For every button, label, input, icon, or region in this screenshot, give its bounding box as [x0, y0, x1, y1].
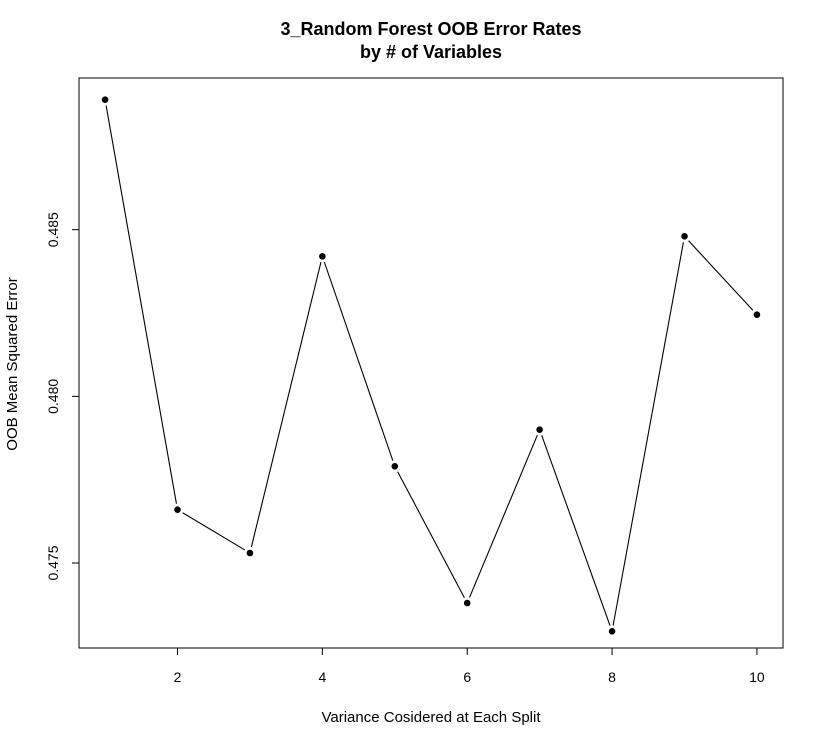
x-tick-label: 6 — [463, 669, 471, 685]
data-point — [752, 310, 762, 319]
plot-frame — [78, 77, 784, 649]
data-point — [607, 627, 617, 636]
data-point — [318, 252, 327, 261]
series-line-segment — [397, 471, 465, 598]
chart-title-line-2: by # of Variables — [360, 42, 502, 62]
series-line-segment — [688, 240, 754, 311]
data-point — [100, 95, 110, 104]
series-line-segment — [323, 261, 394, 461]
data-point — [390, 462, 400, 471]
y-axis-label: OOB Mean Squared Error — [4, 277, 21, 450]
x-axis-label: Variance Cosidered at Each Split — [321, 709, 541, 726]
series-line-segment — [105, 105, 177, 504]
x-tick-label: 2 — [174, 669, 182, 685]
y-axis: 0.475 0.480 0.485 — [45, 212, 80, 581]
y-tick-label: 0.485 — [45, 212, 61, 247]
chart-title-line-1: 3_Random Forest OOB Error Rates — [280, 19, 581, 39]
y-tick-label: 0.480 — [45, 379, 61, 414]
series-line-segment — [612, 242, 684, 626]
x-tick-label: 8 — [608, 669, 616, 685]
data-point — [245, 548, 255, 558]
x-tick-label: 4 — [318, 669, 326, 685]
series-line-segment — [469, 434, 538, 598]
y-tick-label: 0.475 — [45, 545, 61, 580]
x-tick-label: 10 — [749, 669, 765, 685]
data-point — [535, 425, 544, 434]
series-layer — [100, 95, 762, 636]
data-point — [680, 232, 689, 241]
data-point — [173, 505, 182, 514]
x-axis: 2 4 6 8 10 — [174, 647, 765, 685]
series-line-segment — [250, 262, 322, 548]
data-point — [462, 598, 472, 608]
series-line-segment — [541, 435, 611, 626]
series-line-segment — [182, 512, 246, 551]
